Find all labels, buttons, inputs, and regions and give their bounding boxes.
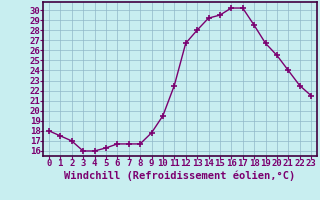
X-axis label: Windchill (Refroidissement éolien,°C): Windchill (Refroidissement éolien,°C)	[64, 171, 296, 181]
